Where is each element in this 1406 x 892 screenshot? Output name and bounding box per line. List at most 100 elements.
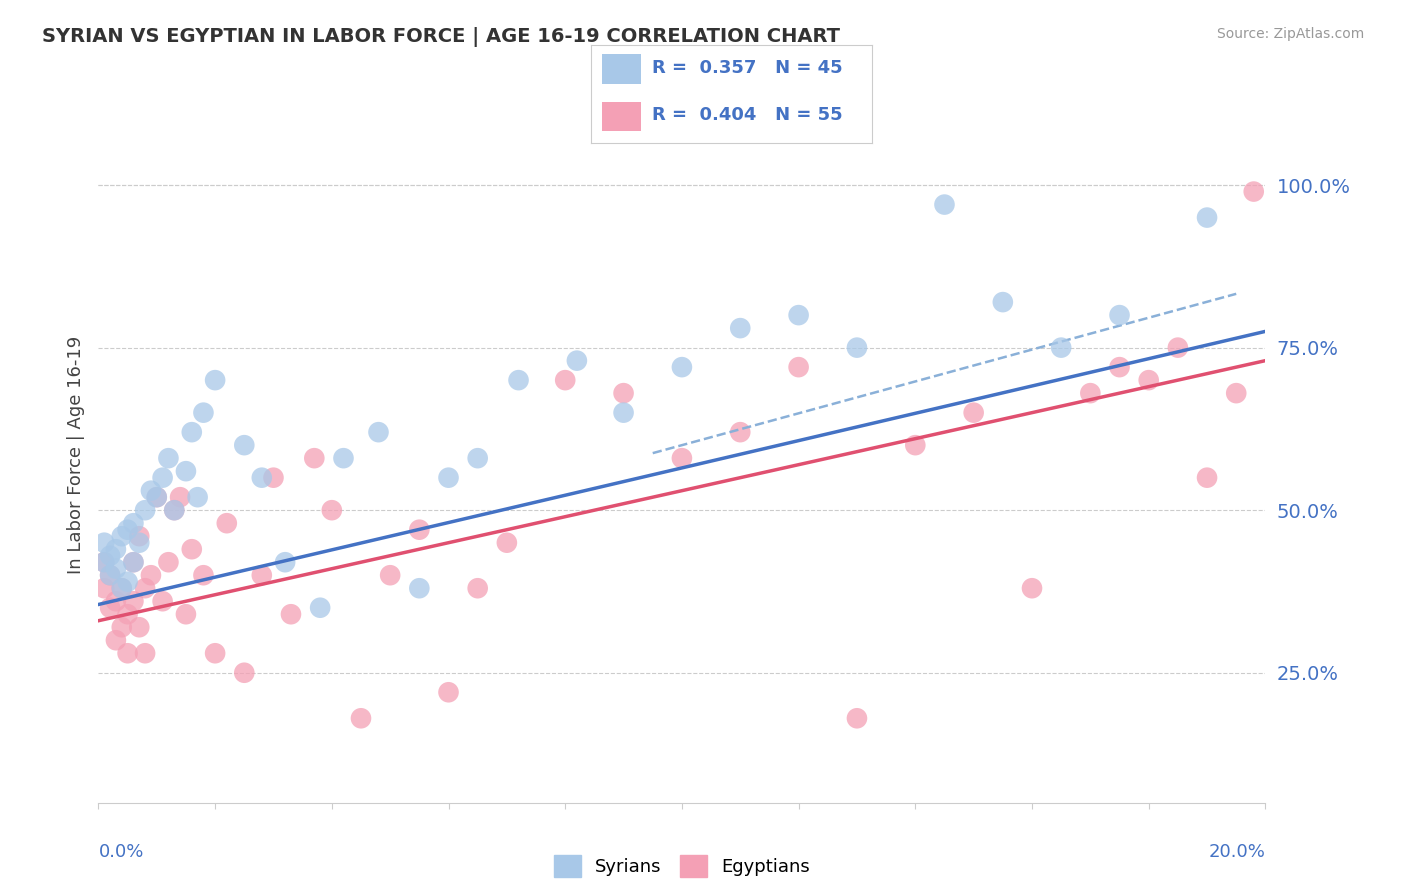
Point bbox=[378, 568, 402, 582]
Point bbox=[134, 646, 156, 660]
Point bbox=[250, 471, 273, 485]
Point bbox=[728, 425, 751, 439]
Point bbox=[934, 197, 956, 211]
Point bbox=[467, 451, 489, 466]
Point bbox=[111, 581, 134, 595]
Point bbox=[1080, 386, 1102, 401]
Text: R =  0.357   N = 45: R = 0.357 N = 45 bbox=[652, 59, 844, 77]
Y-axis label: In Labor Force | Age 16-19: In Labor Force | Age 16-19 bbox=[66, 335, 84, 574]
Point bbox=[163, 503, 186, 517]
Point bbox=[437, 685, 460, 699]
Point bbox=[193, 568, 215, 582]
Point bbox=[367, 425, 389, 439]
Point bbox=[128, 620, 150, 634]
Point bbox=[104, 562, 127, 576]
Bar bbox=[602, 54, 641, 84]
Point bbox=[157, 555, 180, 569]
Point bbox=[146, 490, 169, 504]
Point bbox=[233, 438, 256, 452]
Point bbox=[1195, 471, 1218, 485]
Point bbox=[671, 451, 693, 466]
Point bbox=[180, 425, 202, 439]
Point bbox=[111, 529, 134, 543]
Point bbox=[139, 483, 162, 498]
Point bbox=[1225, 386, 1247, 401]
Text: SYRIAN VS EGYPTIAN IN LABOR FORCE | AGE 16-19 CORRELATION CHART: SYRIAN VS EGYPTIAN IN LABOR FORCE | AGE … bbox=[42, 27, 841, 46]
Text: 0.0%: 0.0% bbox=[98, 843, 143, 861]
Point bbox=[111, 581, 134, 595]
Point bbox=[104, 542, 127, 557]
Point bbox=[1195, 211, 1218, 225]
Point bbox=[174, 607, 197, 622]
Point bbox=[93, 555, 115, 569]
Point bbox=[280, 607, 302, 622]
Point bbox=[134, 503, 156, 517]
Point bbox=[321, 503, 343, 517]
Point bbox=[962, 406, 984, 420]
Point bbox=[117, 523, 139, 537]
Point bbox=[565, 353, 588, 368]
Point bbox=[152, 471, 174, 485]
Point bbox=[117, 607, 139, 622]
Point bbox=[1137, 373, 1160, 387]
Point bbox=[134, 581, 156, 595]
Point bbox=[128, 529, 150, 543]
Point bbox=[122, 555, 145, 569]
Point bbox=[180, 542, 202, 557]
Point bbox=[128, 535, 150, 549]
Point bbox=[787, 308, 810, 322]
Point bbox=[93, 535, 115, 549]
Point bbox=[845, 711, 868, 725]
Point bbox=[508, 373, 530, 387]
Point bbox=[1108, 360, 1130, 375]
Point bbox=[146, 490, 169, 504]
Point bbox=[169, 490, 191, 504]
Point bbox=[728, 321, 751, 335]
Point bbox=[104, 633, 127, 648]
Point bbox=[612, 386, 634, 401]
Point bbox=[193, 406, 215, 420]
Point bbox=[93, 581, 115, 595]
Point bbox=[250, 568, 273, 582]
Point bbox=[467, 581, 489, 595]
Point bbox=[904, 438, 927, 452]
Point bbox=[612, 406, 634, 420]
Point bbox=[233, 665, 256, 680]
Point bbox=[174, 464, 197, 478]
Point bbox=[98, 568, 121, 582]
Point bbox=[408, 581, 430, 595]
Point bbox=[787, 360, 810, 375]
Point bbox=[1167, 341, 1189, 355]
Point bbox=[309, 600, 332, 615]
Point bbox=[215, 516, 238, 531]
Point bbox=[437, 471, 460, 485]
Point bbox=[350, 711, 373, 725]
Text: R =  0.404   N = 55: R = 0.404 N = 55 bbox=[652, 106, 844, 124]
Point bbox=[98, 600, 121, 615]
Point bbox=[117, 574, 139, 589]
Point bbox=[1050, 341, 1073, 355]
Point bbox=[845, 341, 868, 355]
Point bbox=[163, 503, 186, 517]
Point bbox=[495, 535, 517, 549]
Point bbox=[122, 594, 145, 608]
Point bbox=[262, 471, 284, 485]
Point bbox=[98, 568, 121, 582]
Point bbox=[157, 451, 180, 466]
Text: Source: ZipAtlas.com: Source: ZipAtlas.com bbox=[1216, 27, 1364, 41]
Legend: Syrians, Egyptians: Syrians, Egyptians bbox=[547, 847, 817, 884]
Point bbox=[98, 549, 121, 563]
Point bbox=[104, 594, 127, 608]
Point bbox=[152, 594, 174, 608]
Point bbox=[1021, 581, 1043, 595]
Point bbox=[671, 360, 693, 375]
Point bbox=[139, 568, 162, 582]
Point bbox=[111, 620, 134, 634]
Point bbox=[274, 555, 297, 569]
Point bbox=[117, 646, 139, 660]
Point bbox=[408, 523, 430, 537]
Point bbox=[122, 555, 145, 569]
Point bbox=[991, 295, 1014, 310]
Point bbox=[204, 373, 226, 387]
Point bbox=[304, 451, 326, 466]
